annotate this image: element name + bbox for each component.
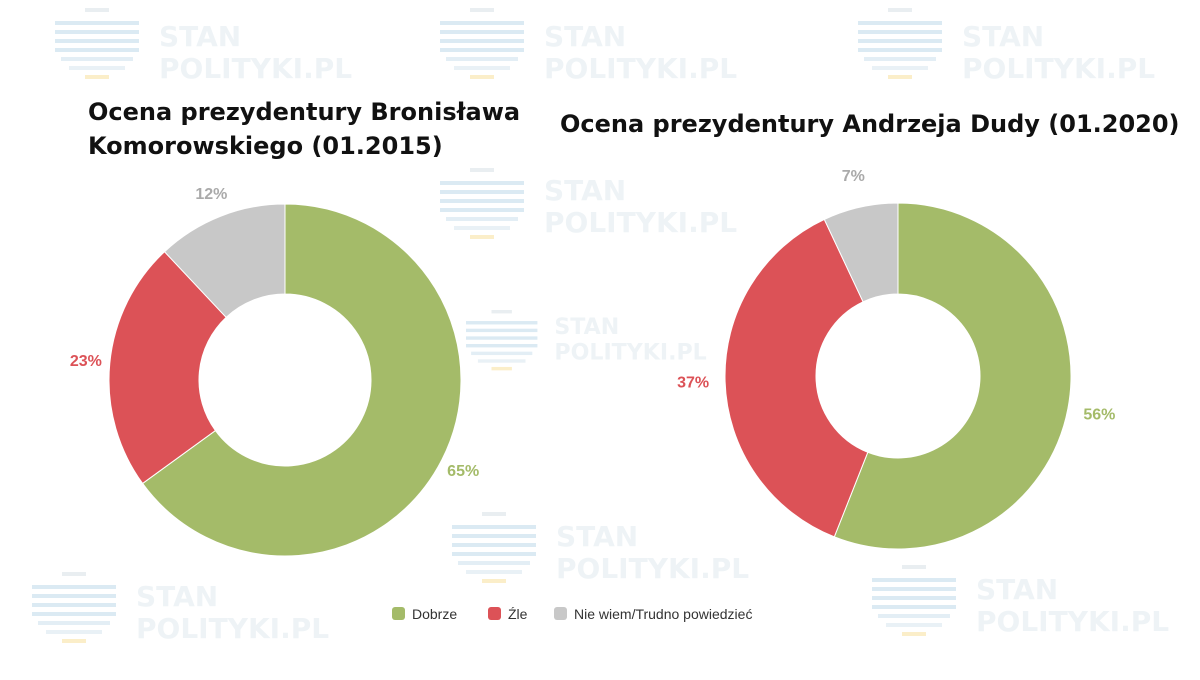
watermark-line1: STAN [136,580,218,613]
chart-title-line-2: Komorowskiego (01.2015) [88,132,443,160]
chart-duda: Ocena prezydentury Andrzeja Dudy (01.202… [560,110,1180,550]
donut-slice-dobrze[interactable] [833,202,1072,550]
donut-slice-nie-wiem[interactable] [163,203,286,319]
watermark-line1: STAN [544,174,626,207]
legend-swatch-zle [488,607,501,620]
donut-slice-dobrze[interactable] [141,203,462,557]
donut-komorowski: 65% 23% 12% [70,186,479,557]
donut-slice-nie-wiem[interactable] [823,202,899,303]
data-label-dobrze: 56% [1083,406,1115,423]
watermark-line2: POLITYKI.PL [554,339,706,365]
legend-item-nie-wiem[interactable]: Nie wiem/Trudno powiedzieć [554,606,752,622]
donut-duda: 56% 37% 7% [677,168,1115,550]
watermark-line2: POLITYKI.PL [962,52,1155,85]
watermark: STAN POLITYKI.PL [55,8,352,85]
chart-komorowski: Ocena prezydentury Bronisława Komorowski… [70,98,520,557]
legend-item-dobrze[interactable]: Dobrze [392,606,457,622]
watermark-line1: STAN [976,573,1058,606]
data-label-zle: 37% [677,374,709,391]
watermark-line1: STAN [962,20,1044,53]
watermark-line2: POLITYKI.PL [136,612,329,645]
watermark: STAN POLITYKI.PL [452,512,749,585]
legend-swatch-dobrze [392,607,405,620]
legend-label-dobrze: Dobrze [412,606,457,622]
data-label-dobrze: 65% [447,463,479,480]
data-label-nie-wiem: 12% [195,186,227,203]
watermark: STAN POLITYKI.PL [32,572,329,645]
watermark-line2: POLITYKI.PL [976,605,1169,638]
watermark-line2: POLITYKI.PL [556,552,749,585]
data-label-zle: 23% [70,353,102,370]
legend-item-zle[interactable]: Źle [488,606,528,622]
watermark: STAN POLITYKI.PL [440,8,737,85]
watermark-line2: POLITYKI.PL [544,52,737,85]
legend-label-nie-wiem: Nie wiem/Trudno powiedzieć [574,606,752,622]
watermark-line2: POLITYKI.PL [159,52,352,85]
watermark-line1: STAN [556,520,638,553]
watermark: STAN POLITYKI.PL [858,8,1155,85]
watermark: STAN POLITYKI.PL [872,565,1169,638]
legend: Dobrze Źle Nie wiem/Trudno powiedzieć [392,606,752,622]
data-label-nie-wiem: 7% [842,168,865,185]
watermark-line1: STAN [554,314,619,340]
donut-slice-zle[interactable] [108,250,227,485]
watermark: STAN POLITYKI.PL [440,168,737,239]
legend-swatch-nie-wiem [554,607,567,620]
chart-title-line-1: Ocena prezydentury Bronisława [88,98,520,126]
watermark-line2: POLITYKI.PL [544,206,737,239]
watermark-line1: STAN [159,20,241,53]
watermark-layer: STAN POLITYKI.PL STAN POLITYKI.PL STAN P… [32,8,1169,645]
chart-title-line-1: Ocena prezydentury Andrzeja Dudy (01.202… [560,110,1180,138]
watermark: STAN POLITYKI.PL [466,310,707,371]
legend-label-zle: Źle [508,606,528,622]
donut-slice-zle[interactable] [724,218,869,538]
watermark-line1: STAN [544,20,626,53]
